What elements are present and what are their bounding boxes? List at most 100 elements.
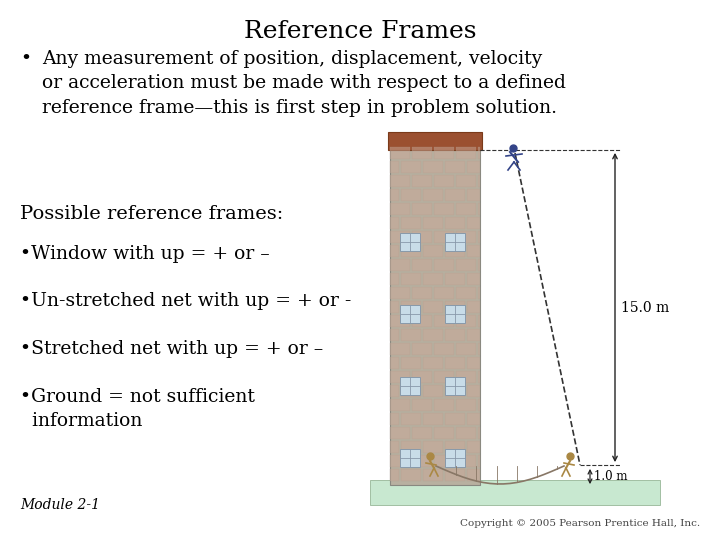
Bar	[434, 231, 454, 243]
Bar	[370, 480, 660, 505]
Bar	[390, 231, 410, 243]
Bar	[401, 385, 421, 397]
Text: •: •	[20, 50, 31, 68]
Bar	[423, 217, 443, 229]
Bar	[423, 273, 443, 285]
Bar	[390, 441, 399, 453]
Bar	[467, 217, 480, 229]
Bar	[434, 203, 454, 215]
Bar	[445, 217, 465, 229]
Bar	[478, 259, 480, 271]
Bar	[412, 175, 432, 187]
Bar	[467, 329, 480, 341]
Bar	[434, 147, 454, 159]
Bar	[390, 301, 399, 313]
Bar	[456, 455, 476, 467]
Bar	[434, 259, 454, 271]
Bar	[390, 371, 410, 383]
Bar	[412, 147, 432, 159]
Bar	[412, 287, 432, 299]
Bar	[423, 189, 443, 201]
Bar	[400, 305, 420, 323]
Bar	[478, 315, 480, 327]
Bar	[478, 399, 480, 411]
Bar	[412, 259, 432, 271]
Bar	[445, 385, 465, 397]
Bar	[456, 203, 476, 215]
Bar	[445, 305, 465, 323]
Bar	[390, 427, 410, 439]
Text: Any measurement of position, displacement, velocity
or acceleration must be made: Any measurement of position, displacemen…	[42, 50, 566, 117]
Bar	[412, 371, 432, 383]
Bar	[478, 427, 480, 439]
Bar	[456, 343, 476, 355]
Bar	[445, 161, 465, 173]
Bar	[478, 203, 480, 215]
Bar	[390, 147, 410, 159]
Bar	[456, 315, 476, 327]
Bar	[390, 259, 410, 271]
Bar	[445, 449, 465, 467]
Bar	[456, 371, 476, 383]
Bar	[478, 231, 480, 243]
Bar	[434, 315, 454, 327]
Bar	[434, 287, 454, 299]
Bar	[478, 287, 480, 299]
Bar	[434, 371, 454, 383]
Bar	[467, 273, 480, 285]
Bar	[467, 413, 480, 425]
Bar	[445, 273, 465, 285]
Bar	[401, 161, 421, 173]
Text: Possible reference frames:: Possible reference frames:	[20, 205, 283, 223]
Bar	[390, 329, 399, 341]
Bar	[390, 273, 399, 285]
Bar	[400, 233, 420, 251]
Bar	[456, 231, 476, 243]
Bar	[456, 175, 476, 187]
Bar	[401, 469, 421, 481]
Bar	[423, 161, 443, 173]
Bar	[423, 441, 443, 453]
Bar	[412, 203, 432, 215]
Text: 1.0 m: 1.0 m	[594, 470, 628, 483]
Text: Reference Frames: Reference Frames	[244, 20, 476, 43]
Bar	[390, 399, 410, 411]
Bar	[478, 371, 480, 383]
Bar	[445, 377, 465, 395]
Bar	[467, 189, 480, 201]
Bar	[467, 469, 480, 481]
Bar	[412, 399, 432, 411]
Bar	[445, 233, 465, 251]
Bar	[445, 357, 465, 369]
Bar	[434, 399, 454, 411]
Bar	[390, 357, 399, 369]
Bar	[390, 203, 410, 215]
Bar	[456, 399, 476, 411]
Bar	[445, 189, 465, 201]
Bar	[390, 150, 480, 485]
Bar	[401, 441, 421, 453]
Bar	[412, 455, 432, 467]
Bar	[401, 413, 421, 425]
Bar	[390, 189, 399, 201]
Bar	[445, 441, 465, 453]
Text: •Un-stretched net with up = + or -: •Un-stretched net with up = + or -	[20, 292, 351, 310]
Bar	[412, 343, 432, 355]
Bar	[390, 287, 410, 299]
Bar	[390, 217, 399, 229]
Bar	[423, 413, 443, 425]
Bar	[390, 315, 410, 327]
Bar	[390, 343, 410, 355]
Bar	[467, 357, 480, 369]
Bar	[456, 147, 476, 159]
Text: •Window with up = + or –: •Window with up = + or –	[20, 245, 270, 263]
Bar	[412, 231, 432, 243]
Bar	[445, 301, 465, 313]
Bar	[434, 455, 454, 467]
Bar	[390, 175, 410, 187]
Bar	[423, 469, 443, 481]
Bar	[434, 343, 454, 355]
Text: Module 2-1: Module 2-1	[20, 498, 100, 512]
Bar	[467, 441, 480, 453]
Bar	[390, 245, 399, 257]
